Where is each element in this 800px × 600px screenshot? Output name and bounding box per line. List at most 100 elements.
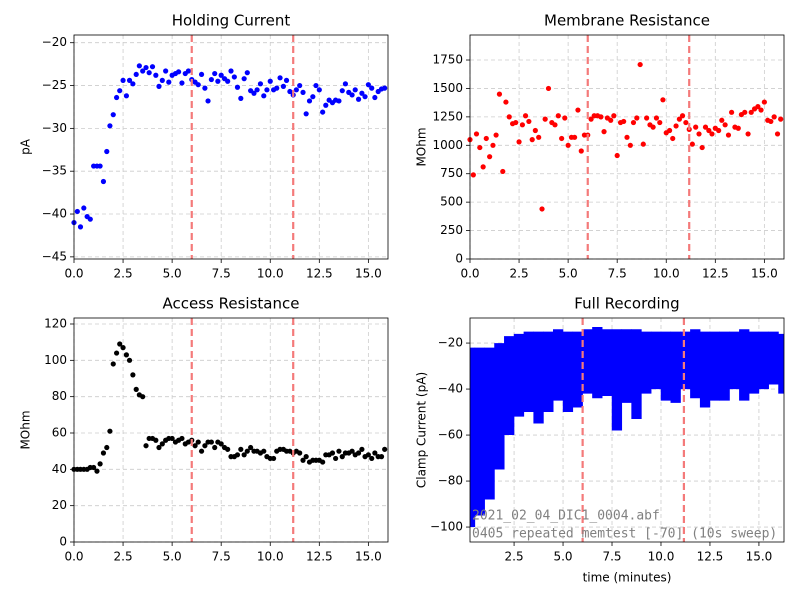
data-point [778, 116, 784, 122]
data-point [735, 125, 741, 131]
data-point [280, 83, 286, 89]
data-point [559, 135, 565, 142]
data-point [136, 63, 142, 69]
data-point [159, 77, 165, 83]
x-tick-label: 7.5 [212, 267, 231, 281]
y-tick-label: −45 [42, 249, 67, 263]
data-point [382, 85, 388, 91]
data-point [725, 132, 732, 138]
x-tick-label: 10.0 [257, 550, 284, 564]
data-point [241, 452, 247, 458]
data-point [588, 116, 594, 122]
data-point [598, 114, 604, 120]
data-point [771, 114, 777, 120]
data-point [761, 99, 767, 105]
data-point [653, 115, 660, 121]
x-tick-label: 10.0 [648, 550, 675, 564]
data-point [624, 134, 630, 140]
x-tick-label: 0.0 [460, 267, 479, 281]
data-point [149, 64, 156, 70]
data-point [320, 109, 326, 115]
x-tick-label: 12.5 [306, 550, 333, 564]
data-point [248, 444, 254, 451]
data-point [74, 208, 80, 215]
y-axis-label: MOhm [415, 127, 429, 166]
data-point [355, 96, 362, 102]
data-point [120, 345, 126, 351]
data-point [153, 72, 159, 78]
data-point [336, 98, 342, 104]
data-point [212, 444, 218, 451]
data-point [130, 81, 136, 87]
x-tick-label: 15.0 [355, 267, 382, 281]
data-point [234, 452, 241, 458]
x-tick-label: 0.0 [64, 267, 83, 281]
data-point [293, 87, 299, 93]
y-tick-label: 1500 [432, 81, 463, 95]
axes-frame [73, 34, 389, 260]
x-tick-label: 15.0 [355, 550, 382, 564]
data-point [277, 75, 283, 81]
data-point [522, 113, 529, 119]
x-tick-label: 5.0 [163, 550, 182, 564]
data-point [516, 139, 522, 145]
data-point [313, 82, 319, 89]
data-point [320, 459, 326, 465]
data-point [310, 94, 316, 100]
data-point [565, 142, 571, 148]
data-point [244, 70, 250, 76]
data-point [176, 69, 182, 75]
data-point [768, 118, 774, 125]
data-point [163, 68, 169, 74]
data-point [104, 444, 110, 451]
data-point [126, 77, 133, 83]
data-point [113, 350, 120, 356]
data-point [333, 455, 339, 462]
data-point [215, 78, 221, 84]
axes-frame [469, 317, 785, 543]
data-point [722, 122, 728, 128]
y-axis-label: Clamp Current (pA) [415, 372, 429, 488]
data-point [748, 109, 754, 115]
x-tick-label: 10.0 [653, 267, 680, 281]
data-point [267, 78, 273, 84]
x-tick-label: 5.0 [163, 267, 182, 281]
data-point [140, 68, 146, 74]
data-point [156, 444, 162, 451]
y-tick-label: −20 [42, 35, 67, 49]
x-tick-label: 7.5 [602, 550, 621, 564]
data-point [238, 95, 244, 101]
data-point [536, 134, 542, 140]
data-point [608, 117, 614, 123]
data-point [758, 107, 764, 113]
data-point [303, 111, 309, 117]
data-point [640, 141, 646, 147]
data-point [117, 341, 123, 347]
x-tick-label: 12.5 [306, 267, 333, 281]
y-tick-label: −60 [438, 428, 463, 442]
data-point [500, 168, 506, 175]
data-point [503, 99, 509, 105]
data-point [539, 206, 545, 212]
data-point [689, 141, 695, 147]
data-point [480, 164, 486, 170]
data-point [614, 152, 620, 159]
data-point [198, 71, 205, 78]
data-point [630, 119, 637, 126]
data-point [140, 394, 146, 400]
data-point [369, 85, 375, 91]
data-point [251, 90, 257, 96]
data-point [487, 154, 493, 160]
data-point [666, 127, 673, 134]
y-tick-label: 250 [440, 223, 463, 237]
data-point [300, 457, 306, 463]
data-point [104, 148, 110, 155]
data-point [706, 127, 712, 134]
data-point [359, 90, 365, 96]
data-point [679, 113, 686, 119]
data-point [202, 443, 208, 449]
y-tick-label: 500 [440, 195, 463, 209]
data-point [532, 127, 538, 134]
data-point [382, 446, 388, 452]
data-point [660, 97, 666, 103]
